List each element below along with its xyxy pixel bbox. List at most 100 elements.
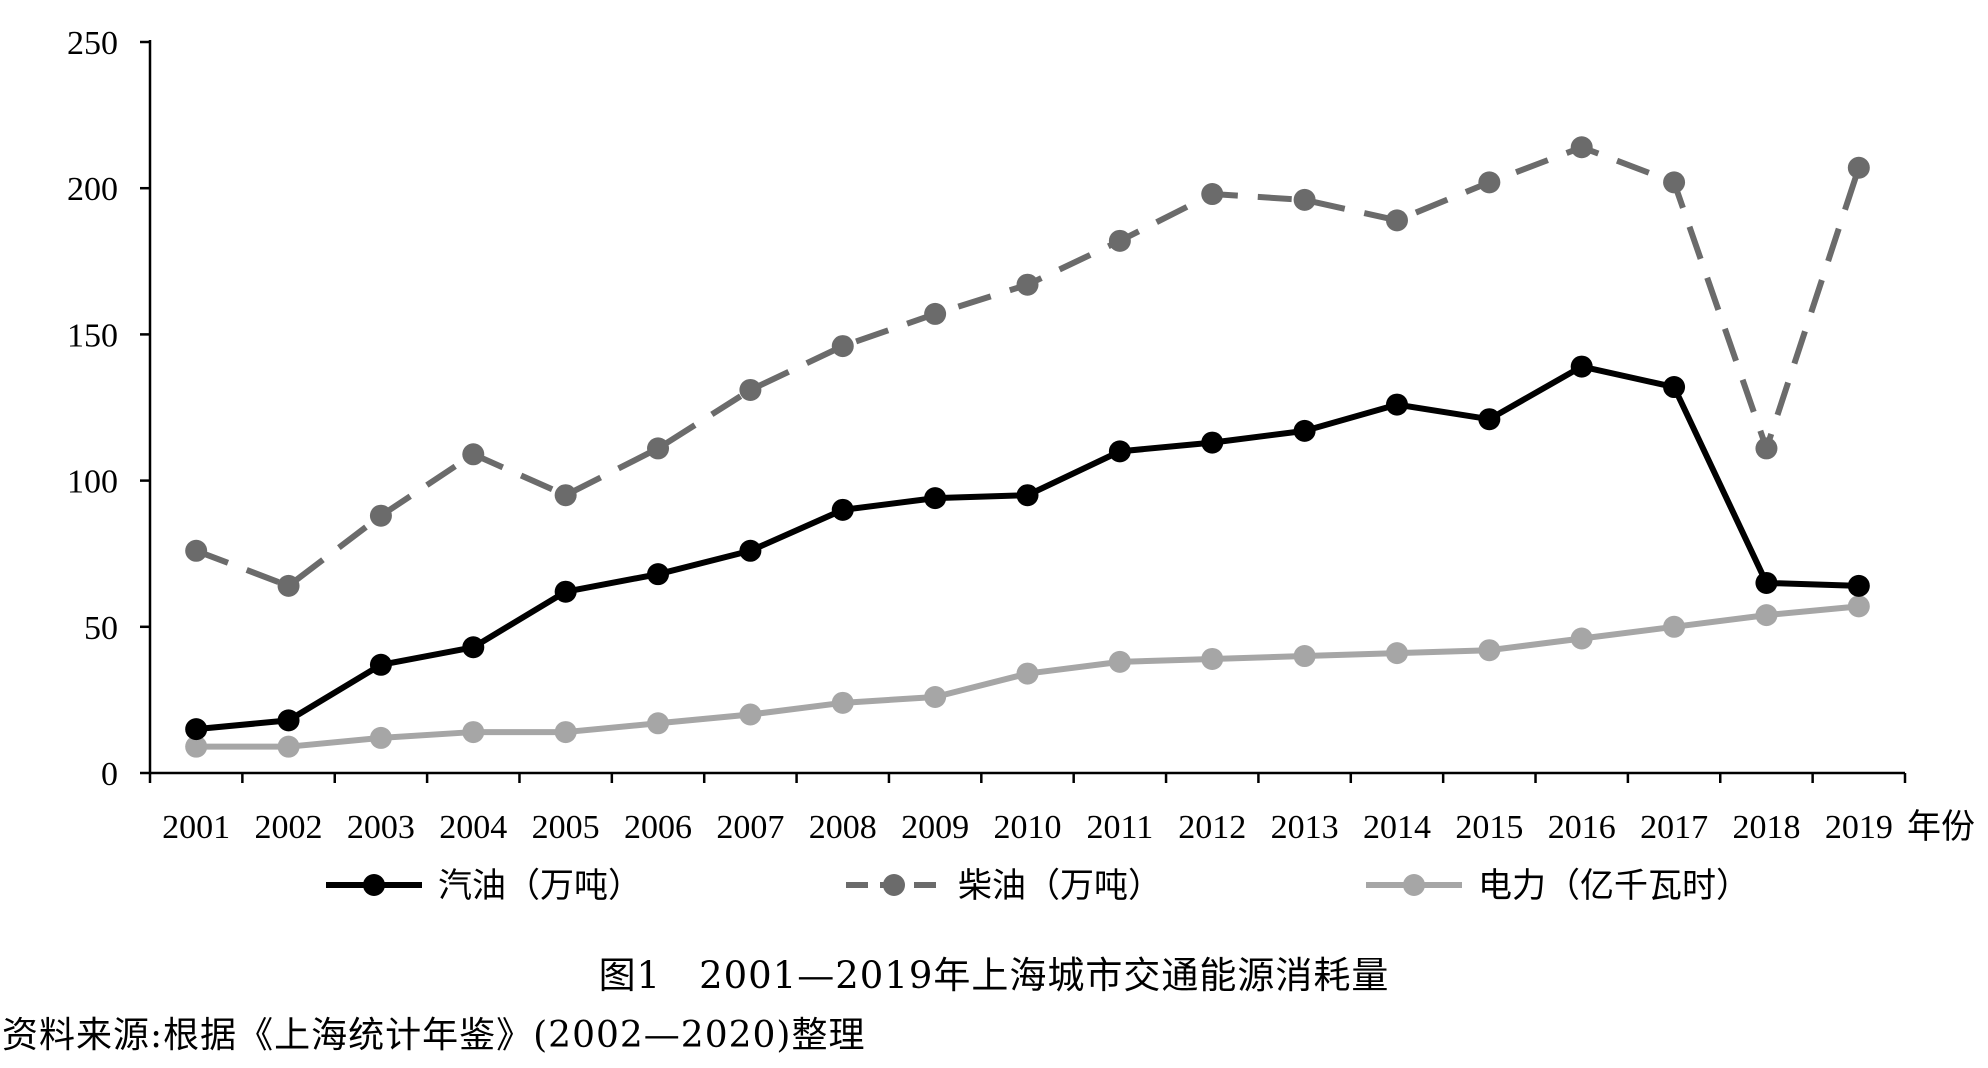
y-tick-label: 100 — [67, 464, 118, 501]
x-tick-label: 2003 — [347, 809, 415, 846]
x-tick-label: 2002 — [255, 809, 323, 846]
data-point — [554, 484, 577, 507]
x-tick-label: 2012 — [1178, 809, 1246, 846]
data-point — [554, 580, 577, 603]
data-point — [1755, 571, 1778, 594]
data-point — [647, 563, 670, 586]
x-tick-label: 2007 — [716, 809, 784, 846]
data-point — [739, 703, 762, 726]
legend-item-3: 电力（亿千瓦时） — [1366, 866, 1750, 906]
data-point — [277, 709, 300, 732]
data-point — [1201, 431, 1224, 454]
data-point — [462, 721, 485, 744]
data-point — [1663, 615, 1686, 638]
data-point — [1016, 662, 1039, 685]
data-point — [1847, 595, 1870, 618]
data-point — [1847, 574, 1870, 597]
data-point — [924, 487, 947, 510]
data-point — [277, 574, 300, 597]
data-point — [739, 378, 762, 401]
data-point — [1293, 188, 1316, 211]
x-tick-label: 2001 — [162, 809, 230, 846]
data-point — [1293, 645, 1316, 668]
x-tick-label: 2017 — [1640, 809, 1708, 846]
data-point — [369, 653, 392, 676]
x-tick-label: 2019 — [1825, 809, 1893, 846]
data-point — [1016, 273, 1039, 296]
y-tick-label: 0 — [101, 756, 118, 793]
data-point — [1847, 156, 1870, 179]
y-tick-label: 150 — [67, 317, 118, 354]
legend-label: 汽油（万吨） — [438, 866, 642, 906]
data-point — [277, 735, 300, 758]
x-axis-label: 年份 — [1907, 807, 1975, 847]
data-point — [1570, 355, 1593, 378]
x-tick-label: 2011 — [1086, 809, 1153, 846]
data-point — [1755, 437, 1778, 460]
legend-label: 电力（亿千瓦时） — [1478, 866, 1750, 906]
data-source-note: 资料来源:根据《上海统计年鉴》(2002—2020)整理 — [2, 1015, 866, 1056]
y-tick-label: 50 — [84, 610, 118, 647]
data-point — [1293, 419, 1316, 442]
data-point — [462, 443, 485, 466]
data-point — [1201, 183, 1224, 206]
chart-axes — [148, 40, 1905, 775]
data-point — [647, 437, 670, 460]
legend-swatch-marker — [883, 874, 905, 896]
x-tick-label: 2005 — [532, 809, 600, 846]
x-tick-label: 2009 — [901, 809, 969, 846]
legend-item-2: 柴油（万吨） — [846, 866, 1162, 906]
y-tick-label: 200 — [67, 171, 118, 208]
data-point — [1385, 642, 1408, 665]
data-point — [462, 636, 485, 659]
data-point — [1663, 171, 1686, 194]
series-2 — [185, 136, 1870, 597]
data-point — [185, 539, 208, 562]
x-tick-label: 2006 — [624, 809, 692, 846]
data-point — [1108, 440, 1131, 463]
x-tick-label: 2018 — [1732, 809, 1800, 846]
x-tick-label: 2013 — [1271, 809, 1339, 846]
legend-swatch-marker — [363, 874, 385, 896]
data-point — [1663, 376, 1686, 399]
data-point — [831, 498, 854, 521]
x-tick-label: 2008 — [809, 809, 877, 846]
x-axis-ticks: 2001 2002 2003 2004 2005 2006 2007 2008 2009 2010… — [148, 773, 1907, 846]
x-tick-label: 2016 — [1548, 809, 1616, 846]
series-line — [195, 144, 1862, 589]
line-chart: 0 50 100 150 200 250 2001 2002 2003 2004 2005 2006… — [67, 25, 1975, 906]
legend-item-1: 汽油（万吨） — [326, 866, 642, 906]
data-point — [924, 685, 947, 708]
figure-caption: 图1 2001—2019年上海城市交通能源消耗量 — [598, 954, 1390, 997]
data-point — [1385, 209, 1408, 232]
data-point — [1755, 604, 1778, 627]
data-point — [831, 691, 854, 714]
data-point — [1201, 647, 1224, 670]
y-axis-ticks: 0 50 100 150 200 250 — [67, 25, 150, 793]
x-tick-label: 2010 — [994, 809, 1062, 846]
data-point — [1385, 393, 1408, 416]
data-point — [1108, 650, 1131, 673]
chart-series — [185, 136, 1870, 758]
data-point — [185, 718, 208, 741]
chart-legend: 汽油（万吨） 柴油（万吨） 电力（亿千瓦时） — [326, 866, 1750, 906]
data-point — [1570, 627, 1593, 650]
series-1 — [185, 355, 1870, 741]
data-point — [739, 539, 762, 562]
x-tick-label: 2004 — [439, 809, 507, 846]
legend-label: 柴油（万吨） — [958, 866, 1162, 906]
data-point — [647, 712, 670, 735]
data-point — [369, 504, 392, 527]
x-tick-label: 2014 — [1363, 809, 1431, 846]
data-point — [185, 735, 208, 758]
data-point — [1016, 484, 1039, 507]
data-point — [1108, 229, 1131, 252]
data-point — [1478, 408, 1501, 431]
data-point — [831, 335, 854, 358]
data-point — [1570, 136, 1593, 159]
data-point — [369, 726, 392, 749]
data-point — [1478, 171, 1501, 194]
series-3 — [185, 595, 1870, 758]
x-tick-label: 2015 — [1455, 809, 1523, 846]
data-point — [1478, 639, 1501, 662]
